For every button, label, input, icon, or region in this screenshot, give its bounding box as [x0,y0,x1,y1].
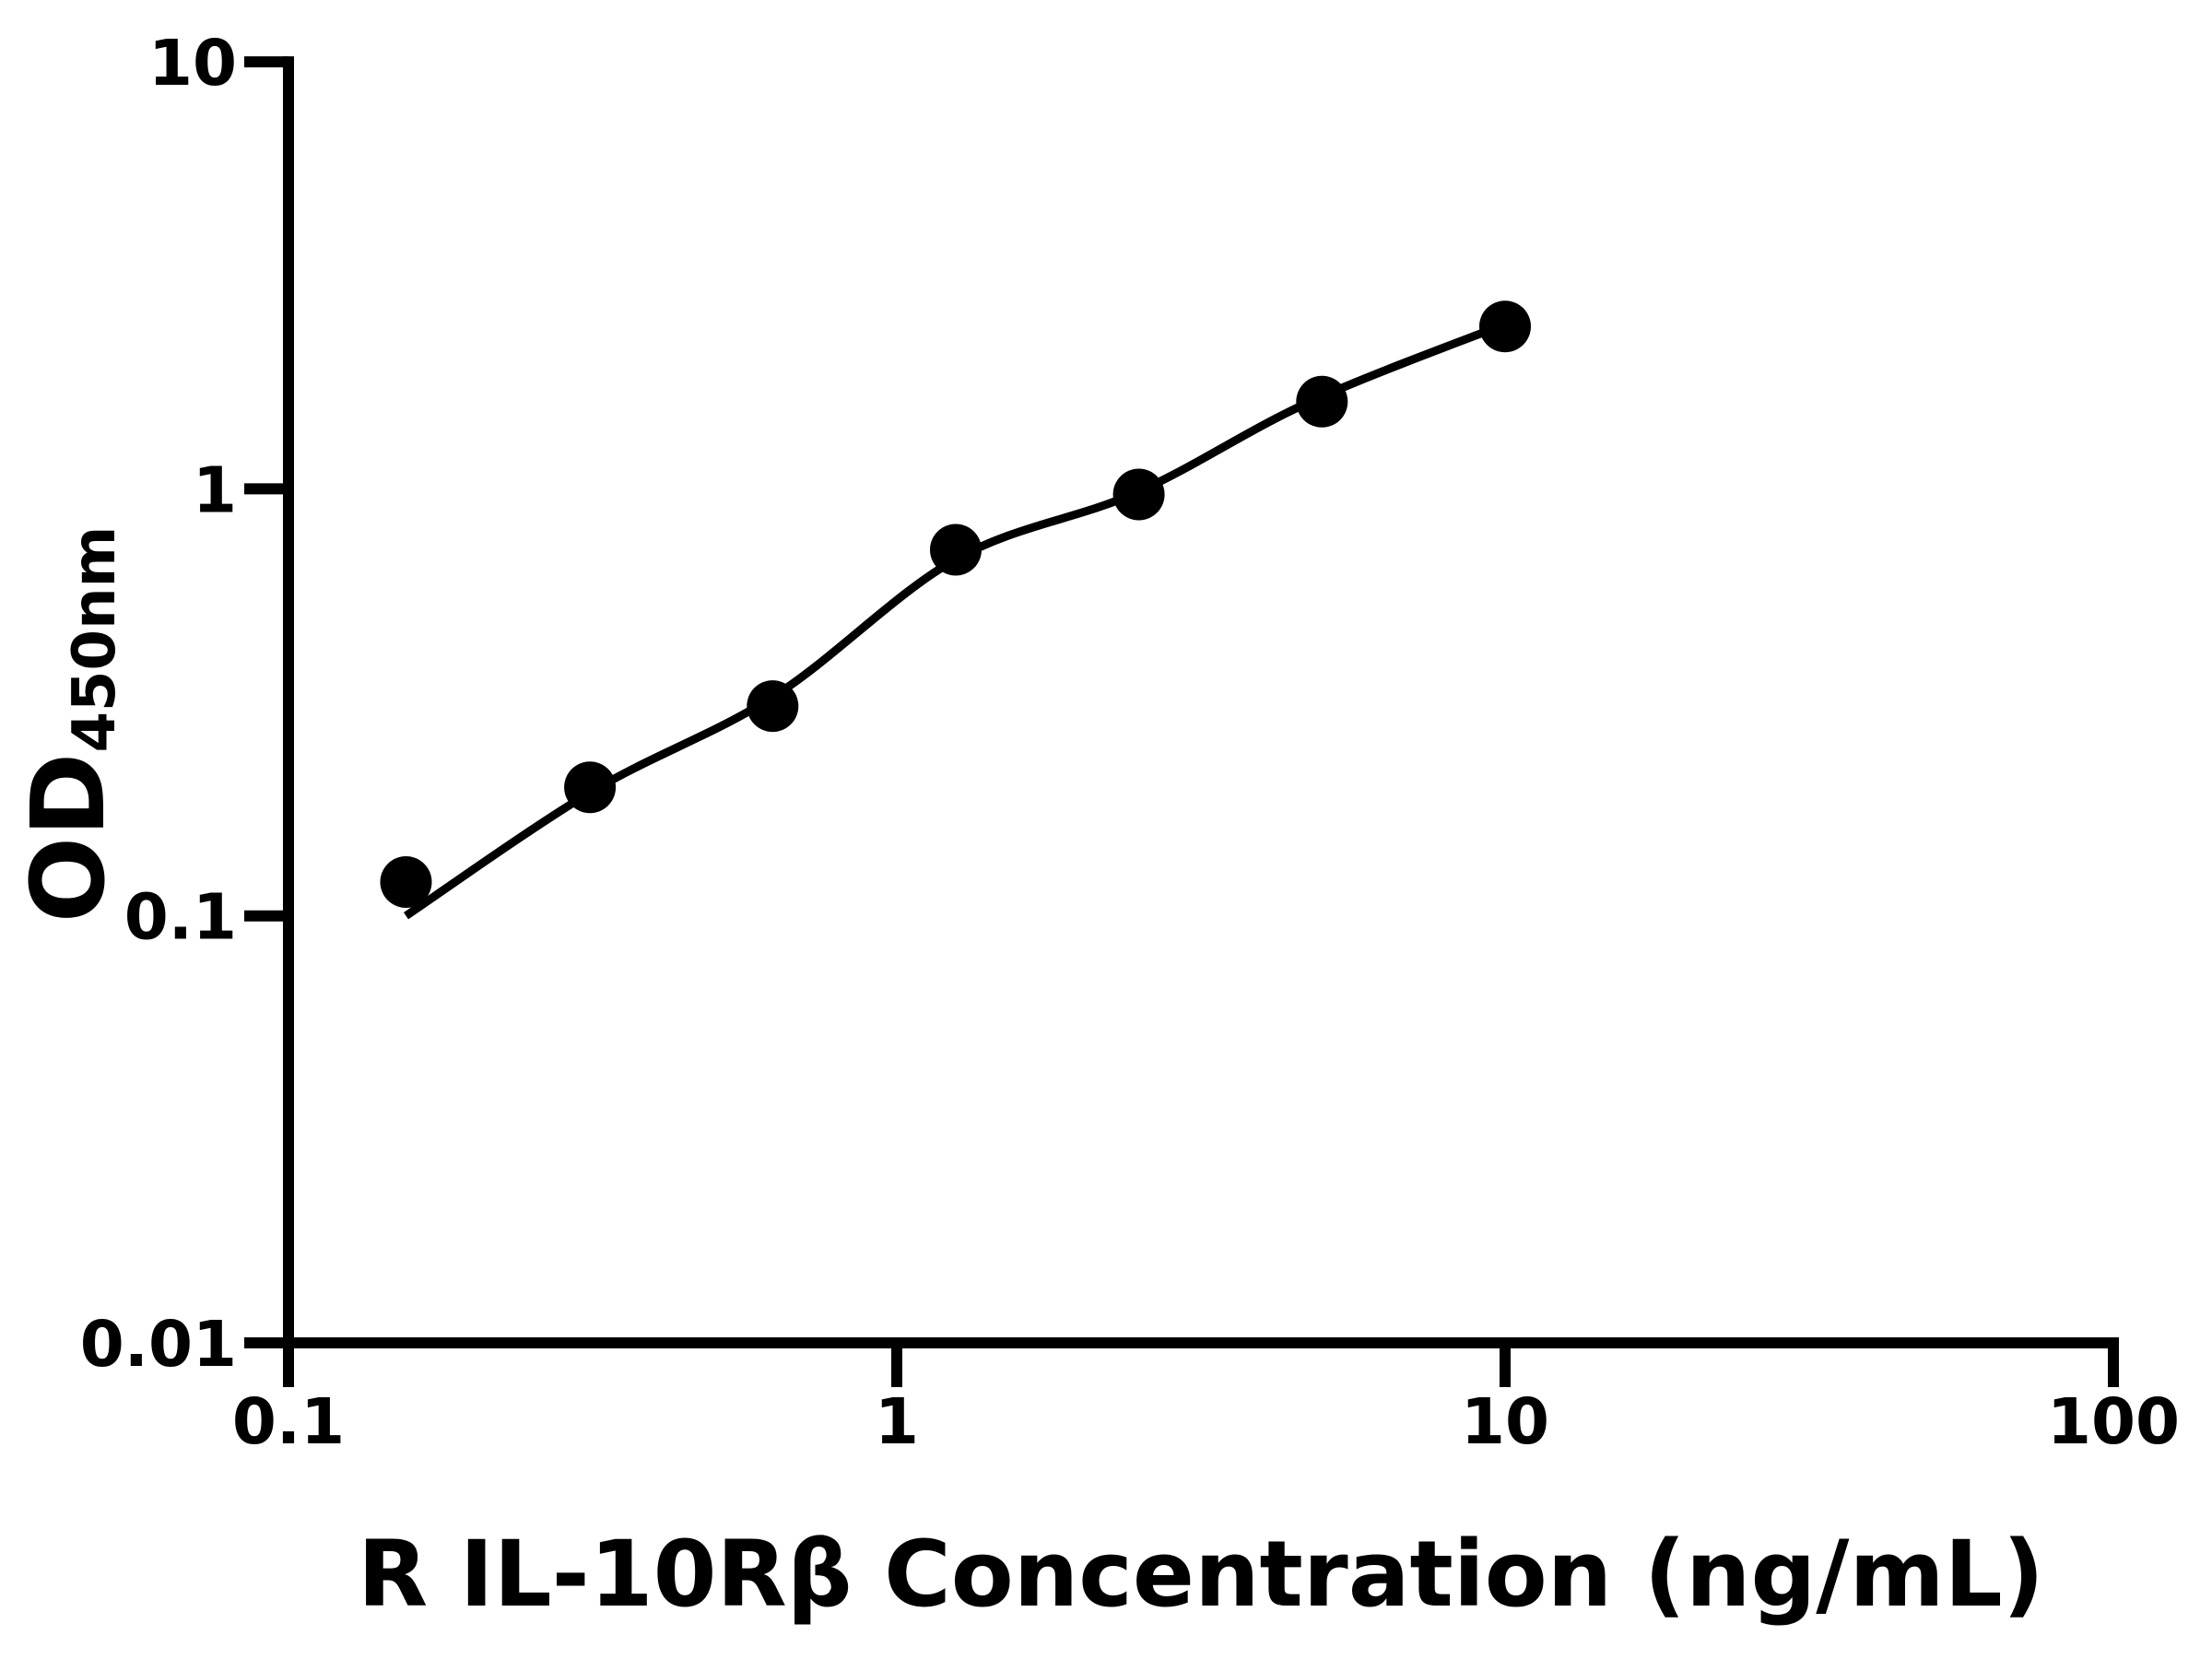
x-axis-title: R IL-10Rβ Concentration (ng/mL) [358,1522,2044,1628]
x-tick-label: 10 [1461,1385,1549,1459]
y-tick-label: 0.01 [80,1308,237,1382]
x-tick-label: 0.1 [232,1385,345,1459]
data-point [747,680,799,733]
y-axis-title-main: OD [9,753,127,924]
y-axis-title-subscript: 450nm [61,526,129,753]
data-point [1296,375,1348,428]
y-tick-label: 10 [148,27,237,100]
data-point [1112,468,1165,521]
data-point [930,524,982,576]
y-tick-label: 0.1 [124,881,237,955]
data-point [564,761,617,814]
y-tick-label: 1 [193,453,237,527]
y-axis-title: OD450nm [9,526,129,924]
x-tick-label: 1 [875,1385,919,1459]
data-point [1479,300,1531,353]
data-point [380,856,432,908]
x-tick-label: 100 [2047,1385,2180,1459]
